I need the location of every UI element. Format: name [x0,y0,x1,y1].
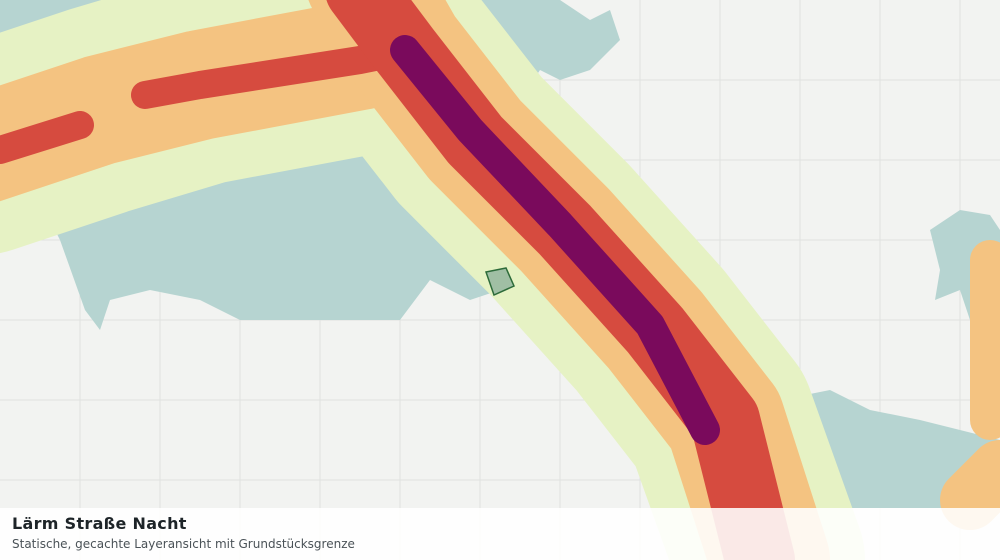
legend-footer: Lärm Straße Nacht Statische, gecachte La… [0,508,1000,560]
parcel-boundary[interactable] [485,267,515,297]
layer-subtitle: Statische, gecachte Layeransicht mit Gru… [12,537,355,551]
layer-title: Lärm Straße Nacht [12,514,187,533]
